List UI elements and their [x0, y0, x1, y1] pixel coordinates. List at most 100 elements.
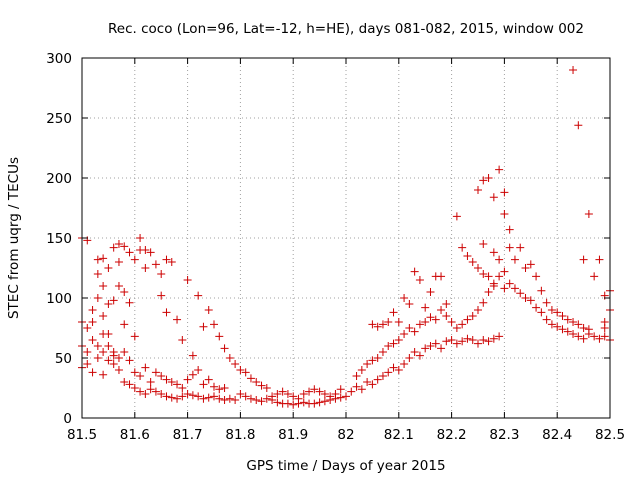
data-point	[109, 360, 118, 368]
data-point	[173, 315, 182, 324]
data-point	[93, 255, 102, 264]
data-point	[400, 360, 409, 368]
data-point	[474, 186, 482, 194]
data-point	[584, 330, 593, 338]
data-point	[109, 351, 118, 360]
data-point	[510, 255, 519, 264]
data-point	[516, 243, 525, 252]
data-point	[188, 391, 197, 400]
data-point	[563, 327, 572, 336]
data-point	[542, 315, 551, 324]
data-point	[431, 339, 440, 348]
data-point	[600, 324, 609, 332]
data-point	[320, 397, 329, 406]
data-point	[130, 332, 139, 341]
data-point	[569, 330, 578, 338]
data-point	[210, 320, 218, 329]
data-point	[489, 334, 498, 343]
data-point	[241, 392, 250, 401]
data-point	[495, 165, 504, 174]
y-tick-label: 200	[46, 171, 72, 187]
data-point	[389, 363, 398, 372]
data-point	[532, 272, 541, 281]
data-point	[178, 384, 187, 392]
data-point	[162, 255, 171, 264]
data-point	[125, 248, 134, 257]
x-tick-label: 81.9	[278, 427, 308, 443]
data-point	[93, 294, 102, 302]
data-point	[463, 315, 472, 324]
data-point	[373, 375, 382, 384]
data-point	[178, 336, 187, 344]
data-point	[479, 240, 488, 248]
data-point	[479, 298, 488, 307]
data-point	[579, 255, 588, 264]
data-point	[537, 308, 546, 317]
data-point	[120, 320, 129, 329]
data-point	[88, 336, 97, 344]
data-point	[252, 396, 261, 404]
data-point	[220, 344, 229, 353]
data-point	[336, 385, 345, 394]
data-point	[410, 348, 419, 356]
data-point	[500, 188, 509, 197]
data-point	[500, 267, 509, 276]
data-point	[500, 210, 509, 218]
data-point	[178, 392, 187, 401]
data-point	[384, 368, 393, 377]
data-point	[526, 296, 535, 305]
data-point	[167, 393, 176, 402]
data-point	[426, 288, 435, 296]
data-point	[463, 334, 472, 343]
data-point	[500, 284, 509, 293]
data-point	[199, 380, 208, 389]
points-layer	[78, 66, 614, 409]
data-point	[415, 351, 424, 360]
data-point	[257, 381, 266, 390]
data-point	[342, 392, 350, 401]
data-point	[114, 240, 123, 248]
data-point	[590, 332, 599, 341]
data-point	[452, 212, 461, 221]
data-point	[162, 392, 171, 401]
data-point	[484, 174, 493, 182]
data-point	[484, 337, 493, 346]
data-point	[162, 375, 171, 384]
data-point	[210, 382, 218, 391]
data-point	[495, 332, 504, 341]
data-point	[400, 330, 409, 338]
data-point	[489, 248, 498, 257]
data-point	[114, 282, 123, 290]
x-tick-label: 82.4	[542, 427, 572, 443]
data-point	[352, 382, 361, 391]
data-point	[88, 368, 97, 377]
data-point	[257, 397, 266, 406]
data-point	[220, 384, 229, 392]
data-point	[120, 348, 129, 356]
data-point	[299, 390, 308, 398]
data-point	[183, 375, 192, 384]
data-point	[595, 255, 604, 264]
data-point	[109, 296, 118, 305]
data-point	[215, 332, 224, 341]
chart-title: Rec. coco (Lon=96, Lat=-12, h=HE), days …	[108, 21, 584, 37]
data-point	[93, 270, 102, 278]
data-point	[479, 176, 488, 185]
data-point	[447, 336, 456, 344]
data-point	[569, 318, 578, 326]
data-point	[146, 385, 155, 394]
data-point	[199, 394, 208, 403]
data-point	[569, 66, 578, 74]
data-point	[474, 264, 482, 272]
data-point	[183, 276, 192, 284]
data-point	[384, 318, 393, 326]
data-point	[231, 396, 240, 404]
grid-layer	[82, 58, 610, 418]
data-point	[204, 393, 213, 402]
data-point	[574, 332, 583, 341]
x-tick-label: 82.3	[489, 427, 519, 443]
data-point	[157, 372, 166, 380]
data-point	[278, 387, 287, 396]
data-point	[378, 348, 387, 356]
data-point	[505, 279, 514, 288]
